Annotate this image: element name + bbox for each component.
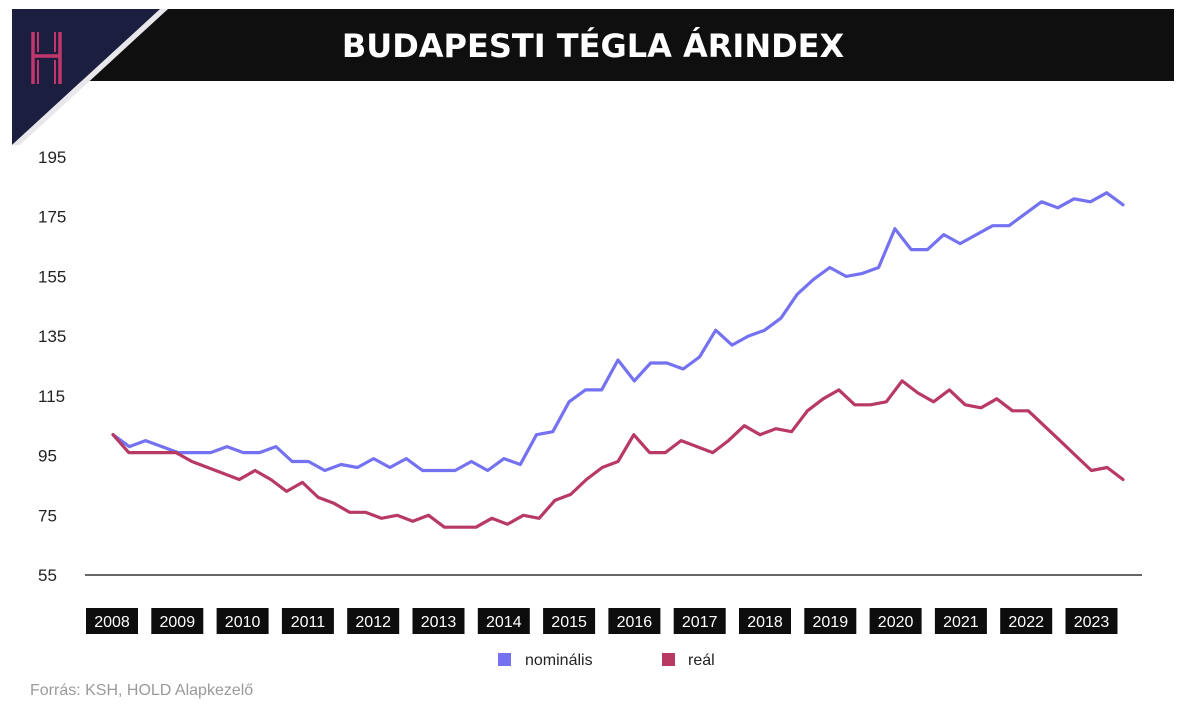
series-line-real <box>111 379 1125 529</box>
x-tick-box <box>216 608 269 634</box>
x-tick-label: 2022 <box>1008 614 1044 631</box>
x-tick-label: 2009 <box>160 614 196 631</box>
y-tick-label: 55 <box>38 566 57 585</box>
x-tick-label: 2019 <box>813 614 849 631</box>
x-tick-box <box>151 608 204 634</box>
x-tick-box <box>934 608 987 634</box>
x-tick-label: 2023 <box>1074 614 1110 631</box>
y-tick-label: 75 <box>38 506 57 525</box>
x-tick-label: 2017 <box>682 614 718 631</box>
logo-icon <box>31 32 62 84</box>
x-tick-box <box>412 608 465 634</box>
chart-title: BUDAPESTI TÉGLA ÁRINDEX <box>342 27 845 65</box>
x-tick-box <box>477 608 530 634</box>
x-tick-label: 2012 <box>355 614 391 631</box>
y-tick-label: 195 <box>38 148 66 167</box>
title-bar <box>40 9 1174 81</box>
x-tick-label: 2021 <box>943 614 979 631</box>
x-tick-box <box>869 608 922 634</box>
y-tick-label: 115 <box>38 387 65 406</box>
legend-swatch-real <box>662 653 675 666</box>
x-tick-label: 2015 <box>551 614 587 631</box>
x-tick-box <box>608 608 661 634</box>
x-tick-label: 2018 <box>747 614 783 631</box>
x-tick-box <box>1065 608 1118 634</box>
x-tick-label: 2010 <box>225 614 261 631</box>
series-line-nominal <box>111 191 1125 473</box>
x-tick-box <box>281 608 334 634</box>
legend-label-nominal: nominális <box>525 652 593 669</box>
legend: nominális reál <box>498 652 715 669</box>
x-tick-box <box>86 608 138 634</box>
series-layer <box>111 191 1125 529</box>
x-tick-box <box>739 608 791 634</box>
legend-swatch-nominal <box>498 653 511 666</box>
x-axis: 2008 2009 2010 2011 2012 2013 2014 2015 2016 2017… <box>86 608 1118 634</box>
y-tick-label: 175 <box>38 208 66 227</box>
x-tick-box <box>1000 608 1053 634</box>
x-tick-box <box>543 608 596 634</box>
corner-shade <box>12 9 168 145</box>
x-tick-label: 2014 <box>486 614 522 631</box>
x-tick-label: 2011 <box>291 614 326 631</box>
x-tick-label: 2016 <box>617 614 653 631</box>
y-tick-label: 135 <box>38 327 66 346</box>
x-tick-box <box>804 608 857 634</box>
y-axis: 195 175 155 135 115 95 75 55 <box>38 148 66 585</box>
x-tick-label: 2008 <box>94 614 130 631</box>
legend-label-real: reál <box>688 652 715 669</box>
x-tick-box <box>347 608 400 634</box>
x-tick-box <box>673 608 726 634</box>
y-tick-label: 155 <box>38 267 66 286</box>
x-tick-label: 2013 <box>421 614 457 631</box>
y-tick-label: 95 <box>38 447 57 466</box>
source-note: Forrás: KSH, HOLD Alapkezelő <box>30 682 253 699</box>
x-tick-label: 2020 <box>878 614 914 631</box>
